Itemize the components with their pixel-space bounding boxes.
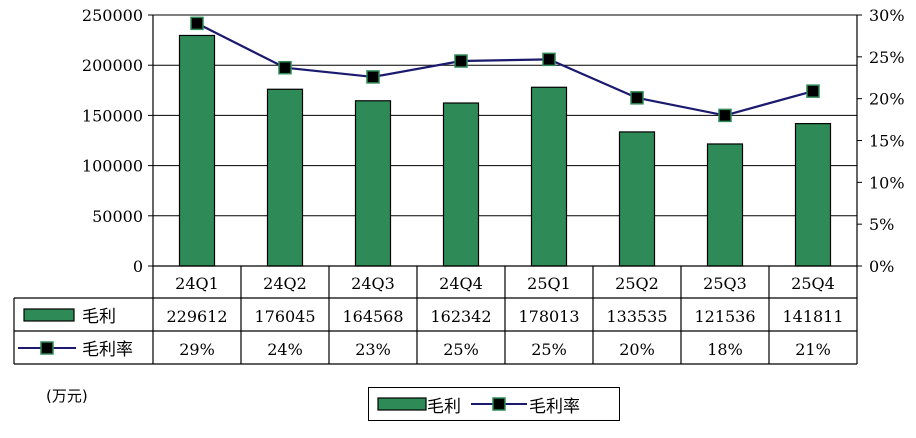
line-series-margin-rate [196, 22, 814, 117]
bar-value-label: 162342 [430, 307, 491, 326]
line-point [718, 108, 732, 123]
legend-bar-swatch-icon [377, 397, 427, 411]
line-point [190, 16, 204, 31]
line-point [630, 91, 644, 105]
bar [618, 131, 656, 267]
legend-item-bar: 毛利 [377, 388, 461, 420]
line-point [454, 54, 468, 68]
bar [530, 86, 568, 267]
category-label: 24Q4 [439, 274, 483, 293]
line-point [366, 70, 380, 84]
bar [354, 100, 392, 267]
left-axis-tick-label: 100000 [82, 157, 143, 176]
legend-line-marker-icon [471, 397, 527, 411]
legend-item-line: 毛利率 [469, 388, 580, 420]
line-value-label: 23% [355, 340, 391, 359]
right-axis-tick-label: 30% [869, 6, 905, 25]
category-label: 25Q2 [615, 274, 659, 293]
right-axis-tick-label: 25% [869, 48, 905, 67]
line-value-label: 25% [531, 340, 567, 359]
table-line-key-marker-icon [40, 341, 54, 355]
category-label: 25Q3 [703, 274, 747, 293]
line-point [542, 52, 556, 67]
bar-value-label: 229612 [166, 307, 227, 326]
right-axis-tick-label: 15% [869, 132, 905, 151]
legend-bar-label: 毛利 [427, 396, 461, 417]
right-axis-tick-label: 5% [869, 215, 894, 234]
line-value-label: 24% [267, 340, 303, 359]
bar-value-label: 164568 [342, 307, 403, 326]
line-value-label: 20% [619, 340, 655, 359]
bar [266, 88, 304, 267]
category-label: 24Q1 [175, 274, 219, 293]
line-value-label: 18% [707, 340, 743, 359]
bar-value-label: 178013 [518, 307, 579, 326]
left-axis-tick-label: 0 [133, 257, 143, 276]
left-axis-tick-label: 150000 [82, 106, 143, 125]
left-axis-tick-label: 50000 [92, 207, 143, 226]
bar [178, 34, 216, 267]
right-axis-tick-label: 20% [869, 90, 905, 109]
bar-value-label: 176045 [254, 307, 315, 326]
category-label: 25Q1 [527, 274, 571, 293]
bar-value-label: 141811 [782, 307, 843, 326]
bar [706, 143, 744, 267]
right-axis-tick-label: 0% [869, 257, 894, 276]
right-axis-tick-label: 10% [869, 173, 905, 192]
left-axis-tick-label: 200000 [82, 56, 143, 75]
legend: 毛利 毛利率 [368, 387, 620, 421]
table-bar-key-icon [23, 308, 75, 322]
category-label: 24Q2 [263, 274, 307, 293]
bar-value-label: 133535 [606, 307, 667, 326]
bar [794, 123, 832, 267]
table-row-label-line: 毛利率 [82, 340, 133, 360]
category-label: 24Q3 [351, 274, 395, 293]
bar-value-label: 121536 [694, 307, 755, 326]
line-value-label: 25% [443, 340, 479, 359]
line-value-label: 29% [179, 340, 215, 359]
line-point [278, 60, 292, 75]
left-axis-tick-label: 250000 [82, 6, 143, 25]
unit-label: (万元) [46, 387, 88, 405]
table-row-label-bar: 毛利 [82, 307, 116, 327]
legend-line-label: 毛利率 [529, 396, 580, 417]
line-point [806, 84, 820, 98]
category-label: 25Q4 [791, 274, 835, 293]
line-value-label: 21% [795, 340, 831, 359]
bar [442, 102, 480, 267]
